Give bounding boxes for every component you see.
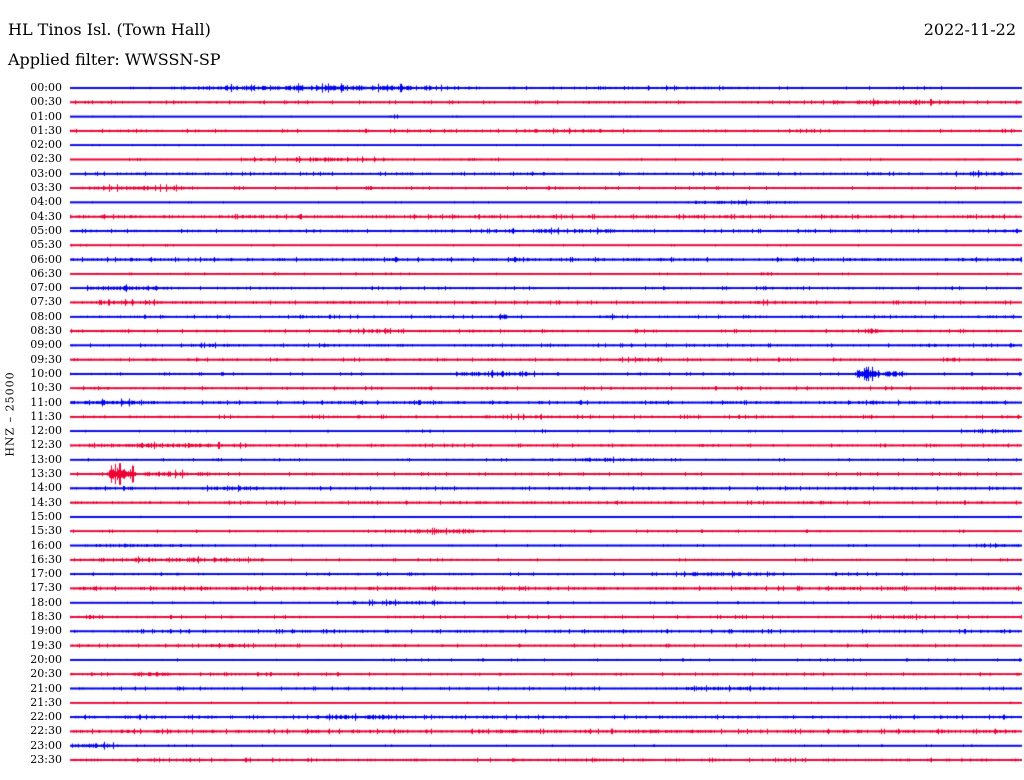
- time-label: 12:30: [30, 438, 62, 452]
- time-label: 09:00: [30, 338, 62, 352]
- time-label: 05:00: [30, 223, 62, 237]
- time-label: 18:30: [30, 610, 62, 624]
- filter-label: Applied filter: WWSSN-SP: [8, 50, 221, 69]
- time-label: 21:00: [30, 681, 62, 695]
- time-label: 14:30: [30, 495, 62, 509]
- time-label: 00:30: [30, 95, 62, 109]
- time-label: 09:30: [30, 352, 62, 366]
- time-label: 22:30: [30, 724, 62, 738]
- time-label: 05:30: [30, 238, 62, 252]
- time-label: 17:30: [30, 581, 62, 595]
- time-label: 11:30: [30, 409, 62, 423]
- time-label: 13:30: [30, 467, 62, 481]
- time-label: 15:00: [30, 509, 62, 523]
- time-label: 12:00: [30, 424, 62, 438]
- time-label: 23:30: [30, 753, 62, 766]
- time-label: 19:30: [30, 638, 62, 652]
- time-label: 03:00: [30, 166, 62, 180]
- time-label: 10:30: [30, 381, 62, 395]
- time-label: 06:00: [30, 252, 62, 266]
- time-label: 08:00: [30, 309, 62, 323]
- time-label: 00:00: [30, 81, 62, 94]
- time-label: 02:30: [30, 152, 62, 166]
- time-label: 16:00: [30, 538, 62, 552]
- time-label: 16:30: [30, 552, 62, 566]
- time-label: 06:30: [30, 266, 62, 280]
- time-label: 15:30: [30, 524, 62, 538]
- time-label: 22:00: [30, 710, 62, 724]
- time-label: 01:00: [30, 109, 62, 123]
- time-label: 08:30: [30, 324, 62, 338]
- time-label: 13:00: [30, 452, 62, 466]
- time-label: 01:30: [30, 123, 62, 137]
- time-label: 19:00: [30, 624, 62, 638]
- time-label: 21:30: [30, 695, 62, 709]
- time-label: 10:00: [30, 366, 62, 380]
- time-label: 17:00: [30, 567, 62, 581]
- time-label: 14:00: [30, 481, 62, 495]
- date-label: 2022-11-22: [923, 20, 1016, 39]
- time-label: 20:00: [30, 652, 62, 666]
- time-labels: 00:00 00:30 01:00 01:30 02:00 02:30 03:00 03:30…: [0, 0, 64, 780]
- time-label: 11:00: [30, 395, 62, 409]
- time-label: 03:30: [30, 181, 62, 195]
- time-label: 18:00: [30, 595, 62, 609]
- time-label: 07:30: [30, 295, 62, 309]
- time-label: 02:00: [30, 138, 62, 152]
- time-label: 04:00: [30, 195, 62, 209]
- time-label: 20:30: [30, 667, 62, 681]
- time-label: 04:30: [30, 209, 62, 223]
- station-title: HL Tinos Isl. (Town Hall): [8, 20, 211, 39]
- time-label: 23:00: [30, 738, 62, 752]
- time-label: 07:00: [30, 281, 62, 295]
